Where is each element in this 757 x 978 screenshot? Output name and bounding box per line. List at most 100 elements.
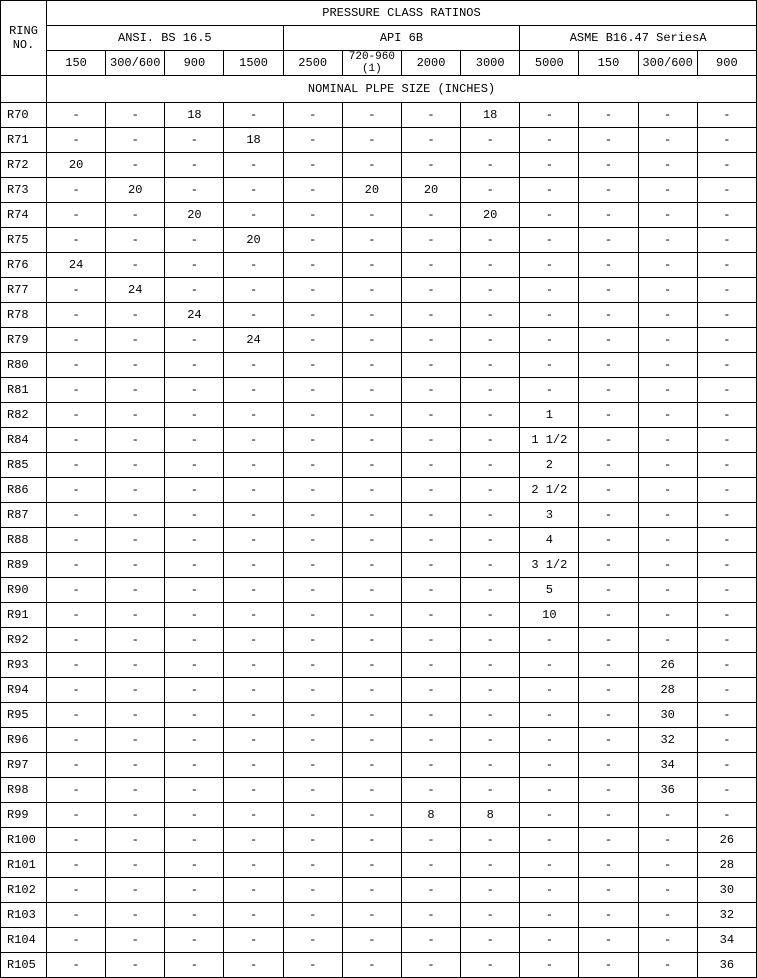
size-cell: - (461, 353, 520, 378)
size-cell: - (697, 353, 756, 378)
size-cell: - (638, 103, 697, 128)
size-cell: - (579, 728, 638, 753)
size-cell: - (47, 503, 106, 528)
size-cell: - (283, 103, 342, 128)
size-cell: - (224, 403, 283, 428)
size-cell: - (342, 753, 401, 778)
size-cell: - (579, 353, 638, 378)
size-cell: - (106, 153, 165, 178)
size-cell: - (165, 878, 224, 903)
size-cell: - (283, 953, 342, 978)
size-cell: - (697, 228, 756, 253)
size-cell: - (342, 103, 401, 128)
size-cell: - (697, 753, 756, 778)
size-cell: - (579, 528, 638, 553)
size-cell: - (697, 328, 756, 353)
ring-number-cell: R94 (1, 678, 47, 703)
size-cell: - (224, 703, 283, 728)
size-cell: - (47, 128, 106, 153)
size-cell: - (697, 603, 756, 628)
size-cell: - (283, 703, 342, 728)
size-cell: - (520, 828, 579, 853)
size-cell: - (461, 453, 520, 478)
size-cell: - (401, 578, 460, 603)
std-ansi: ANSI. BS 16.5 (47, 26, 284, 51)
size-cell: - (165, 528, 224, 553)
size-cell: - (342, 853, 401, 878)
size-cell: - (401, 503, 460, 528)
size-cell: - (520, 853, 579, 878)
table-row: R81------------ (1, 378, 757, 403)
size-cell: - (461, 628, 520, 653)
size-cell: - (283, 653, 342, 678)
size-cell: - (283, 353, 342, 378)
size-cell: - (224, 778, 283, 803)
size-cell: 1 (520, 403, 579, 428)
table-row: R93----------26- (1, 653, 757, 678)
size-cell: - (106, 303, 165, 328)
size-cell: - (520, 128, 579, 153)
size-cell: - (224, 653, 283, 678)
size-cell: - (283, 478, 342, 503)
size-cell: - (638, 603, 697, 628)
ring-number-cell: R74 (1, 203, 47, 228)
size-cell: - (697, 128, 756, 153)
size-cell: - (461, 678, 520, 703)
size-cell: - (401, 153, 460, 178)
size-cell: 24 (224, 328, 283, 353)
size-cell: 10 (520, 603, 579, 628)
size-cell: - (283, 778, 342, 803)
size-cell: - (165, 328, 224, 353)
size-cell: - (342, 903, 401, 928)
size-cell: - (579, 328, 638, 353)
size-cell: - (47, 578, 106, 603)
size-cell: - (165, 803, 224, 828)
size-cell: - (520, 628, 579, 653)
size-cell: - (342, 778, 401, 803)
size-cell: - (461, 828, 520, 853)
ring-number-cell: R100 (1, 828, 47, 853)
size-cell: - (106, 578, 165, 603)
size-cell: - (283, 403, 342, 428)
size-cell: - (47, 928, 106, 953)
size-cell: 2 (520, 453, 579, 478)
size-cell: - (224, 353, 283, 378)
size-cell: - (106, 803, 165, 828)
size-cell: - (106, 653, 165, 678)
size-cell: - (283, 678, 342, 703)
size-cell: - (342, 153, 401, 178)
ring-no-header: RING NO. (1, 1, 47, 76)
size-cell: - (461, 728, 520, 753)
size-cell: - (461, 928, 520, 953)
size-cell: - (579, 878, 638, 903)
size-cell: - (401, 953, 460, 978)
col-api-720-960: 720-960 (1) (342, 51, 401, 76)
empty-ring-cell (1, 76, 47, 103)
size-cell: - (579, 828, 638, 853)
size-cell: - (342, 728, 401, 753)
size-cell: - (224, 278, 283, 303)
ring-number-cell: R99 (1, 803, 47, 828)
size-cell: - (106, 403, 165, 428)
size-cell: - (165, 553, 224, 578)
ring-number-cell: R90 (1, 578, 47, 603)
size-cell: - (401, 478, 460, 503)
size-cell: - (342, 653, 401, 678)
size-cell: - (461, 478, 520, 503)
size-cell: - (165, 628, 224, 653)
size-cell: - (342, 703, 401, 728)
size-cell: - (283, 928, 342, 953)
size-cell: - (165, 228, 224, 253)
size-cell: - (106, 928, 165, 953)
ring-number-cell: R102 (1, 878, 47, 903)
size-cell: - (165, 828, 224, 853)
size-cell: - (697, 728, 756, 753)
size-cell: - (106, 553, 165, 578)
size-cell: - (461, 228, 520, 253)
size-cell: - (579, 103, 638, 128)
size-cell: - (461, 703, 520, 728)
size-cell: - (342, 953, 401, 978)
size-cell: - (697, 803, 756, 828)
size-cell: - (165, 903, 224, 928)
size-cell: - (461, 903, 520, 928)
